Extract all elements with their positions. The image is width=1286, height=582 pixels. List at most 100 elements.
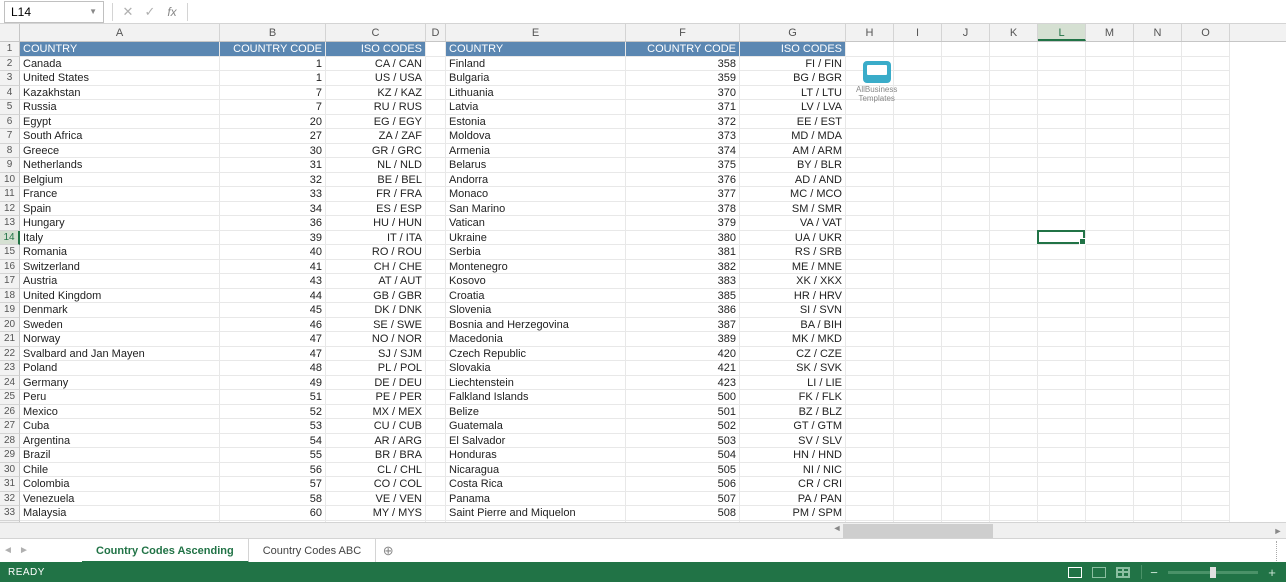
cell[interactable] — [990, 318, 1038, 333]
cell[interactable]: Czech Republic — [446, 347, 626, 362]
cell[interactable] — [1038, 332, 1086, 347]
cell[interactable]: 380 — [626, 231, 740, 246]
cell[interactable] — [846, 231, 894, 246]
cell[interactable]: 387 — [626, 318, 740, 333]
cell[interactable] — [1086, 216, 1134, 231]
cell[interactable] — [846, 144, 894, 159]
cell[interactable] — [846, 216, 894, 231]
cell[interactable] — [1182, 390, 1230, 405]
cell[interactable] — [1086, 434, 1134, 449]
cell[interactable]: 505 — [626, 463, 740, 478]
cell[interactable] — [1134, 245, 1182, 260]
name-box[interactable]: L14 ▼ — [4, 1, 104, 23]
cell[interactable] — [942, 390, 990, 405]
cell[interactable]: Italy — [20, 231, 220, 246]
cell[interactable] — [1086, 463, 1134, 478]
cell[interactable]: RS / SRB — [740, 245, 846, 260]
cell[interactable] — [846, 173, 894, 188]
cell[interactable] — [846, 405, 894, 420]
cell[interactable] — [942, 303, 990, 318]
cell[interactable]: Macedonia — [446, 332, 626, 347]
cell[interactable]: 375 — [626, 158, 740, 173]
cell[interactable]: Spain — [20, 202, 220, 217]
cell[interactable] — [1134, 202, 1182, 217]
row-header[interactable]: 14 — [0, 231, 20, 246]
cell[interactable] — [894, 434, 942, 449]
formula-input[interactable] — [192, 2, 1268, 22]
cell[interactable] — [894, 463, 942, 478]
cell[interactable]: Croatia — [446, 289, 626, 304]
cell[interactable] — [1134, 158, 1182, 173]
cell[interactable]: El Salvador — [446, 434, 626, 449]
cell[interactable]: MK / MKD — [740, 332, 846, 347]
view-break-button[interactable] — [1112, 564, 1134, 580]
cell[interactable] — [1182, 332, 1230, 347]
cell[interactable] — [1134, 434, 1182, 449]
cell[interactable] — [1182, 173, 1230, 188]
tab-prev-icon[interactable]: ◄ — [0, 545, 16, 556]
cell[interactable] — [990, 347, 1038, 362]
cell[interactable] — [942, 405, 990, 420]
cell[interactable] — [1038, 231, 1086, 246]
column-header[interactable]: E — [446, 24, 626, 41]
cell[interactable]: MD / MDA — [740, 129, 846, 144]
row-header[interactable]: 18 — [0, 289, 20, 304]
cell[interactable] — [846, 492, 894, 507]
cell[interactable] — [1038, 506, 1086, 521]
cell[interactable] — [942, 260, 990, 275]
cell[interactable] — [846, 506, 894, 521]
cell[interactable] — [942, 318, 990, 333]
cell[interactable] — [426, 260, 446, 275]
cell[interactable] — [426, 347, 446, 362]
zoom-in-button[interactable]: + — [1266, 565, 1278, 580]
cell[interactable]: Colombia — [20, 477, 220, 492]
cell[interactable] — [1134, 86, 1182, 101]
cell[interactable]: GT / GTM — [740, 419, 846, 434]
cell[interactable]: MX / MEX — [326, 405, 426, 420]
cell[interactable] — [894, 274, 942, 289]
cell[interactable] — [1038, 448, 1086, 463]
cell[interactable]: CO / COL — [326, 477, 426, 492]
cell[interactable] — [1182, 216, 1230, 231]
cell[interactable]: FK / FLK — [740, 390, 846, 405]
cell[interactable] — [846, 419, 894, 434]
row-header[interactable]: 7 — [0, 129, 20, 144]
cell[interactable]: Estonia — [446, 115, 626, 130]
cell[interactable] — [426, 245, 446, 260]
cell[interactable]: United Kingdom — [20, 289, 220, 304]
cell[interactable] — [1038, 245, 1086, 260]
cell[interactable] — [990, 57, 1038, 72]
cell[interactable] — [426, 231, 446, 246]
cell[interactable] — [846, 361, 894, 376]
cell[interactable]: 49 — [220, 376, 326, 391]
cell[interactable]: ISO CODES — [326, 42, 426, 57]
cell[interactable] — [426, 158, 446, 173]
cell[interactable] — [1086, 506, 1134, 521]
cell[interactable]: RO / ROU — [326, 245, 426, 260]
cell[interactable] — [942, 361, 990, 376]
cell[interactable]: 389 — [626, 332, 740, 347]
cell[interactable] — [894, 187, 942, 202]
cell[interactable]: AD / AND — [740, 173, 846, 188]
row-header[interactable]: 17 — [0, 274, 20, 289]
cell[interactable]: Germany — [20, 376, 220, 391]
cell[interactable] — [1038, 100, 1086, 115]
cell[interactable] — [846, 115, 894, 130]
cell[interactable] — [1086, 361, 1134, 376]
cell[interactable] — [1134, 376, 1182, 391]
cell[interactable] — [942, 477, 990, 492]
cell[interactable] — [1134, 390, 1182, 405]
cell[interactable] — [1182, 434, 1230, 449]
cell[interactable]: Argentina — [20, 434, 220, 449]
cell[interactable]: SJ / SJM — [326, 347, 426, 362]
cell[interactable]: BZ / BLZ — [740, 405, 846, 420]
scrollbar-track[interactable]: ◄ — [843, 523, 1270, 539]
cell[interactable]: 502 — [626, 419, 740, 434]
cell[interactable]: Egypt — [20, 115, 220, 130]
cell[interactable]: 55 — [220, 448, 326, 463]
column-header[interactable]: B — [220, 24, 326, 41]
cell[interactable]: SK / SVK — [740, 361, 846, 376]
cell[interactable] — [894, 347, 942, 362]
cell[interactable] — [426, 318, 446, 333]
cell[interactable]: 383 — [626, 274, 740, 289]
